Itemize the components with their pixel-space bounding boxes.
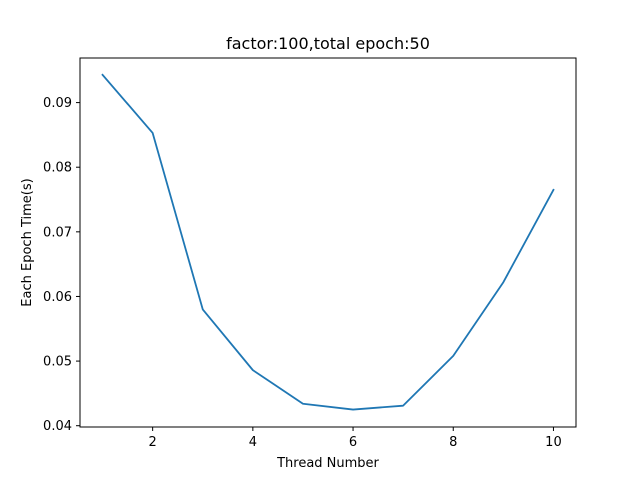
x-axis-label: Thread Number (276, 456, 379, 471)
y-tick-label: 0.04 (43, 419, 72, 434)
y-tick-label: 0.06 (43, 290, 72, 305)
x-tick-label: 10 (545, 435, 562, 450)
x-tick-label: 4 (249, 435, 257, 450)
x-tick-label: 8 (449, 435, 457, 450)
y-axis-label: Each Epoch Time(s) (20, 178, 35, 306)
series-line (101, 73, 555, 411)
y-tick-label: 0.07 (43, 225, 72, 240)
y-tick-label: 0.08 (43, 161, 72, 176)
x-tick-label: 6 (349, 435, 357, 450)
plot-area-frame (79, 57, 577, 428)
y-tick-label: 0.05 (43, 355, 72, 370)
y-tick-label: 0.09 (43, 96, 72, 111)
axis-ticks: 2 4 6 8 10 0.04 0.05 0.06 0.07 0.08 0.09 (43, 96, 562, 450)
series-layer (101, 73, 555, 411)
x-tick-label: 2 (149, 435, 157, 450)
chart-title: factor:100,total epoch:50 (226, 34, 430, 53)
